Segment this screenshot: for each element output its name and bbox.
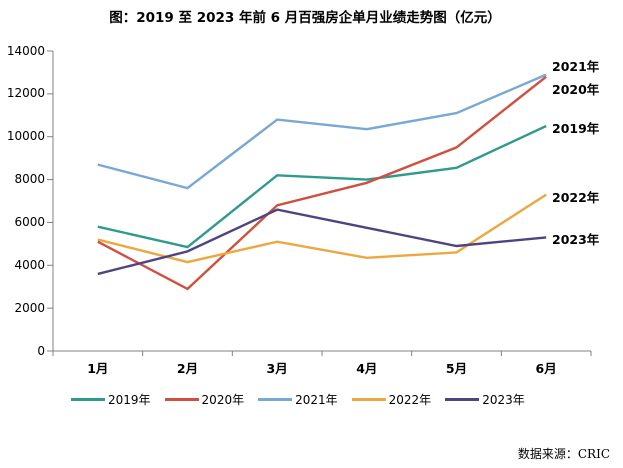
legend-item: 2023年: [445, 391, 525, 408]
legend-swatch-icon: [445, 398, 480, 401]
legend-label: 2022年: [388, 393, 432, 407]
legend-item: 2020年: [164, 391, 245, 408]
chart-title: 图：2019 至 2023 年前 6 月百强房企单月业绩走势图（亿元）: [109, 10, 501, 26]
x-tick-label: 5月: [445, 361, 468, 376]
series-end-label: 2021年: [552, 59, 600, 75]
y-tick-label: 6000: [14, 214, 45, 229]
data-source: 数据来源：CRIC: [517, 447, 610, 461]
series-end-label: 2019年: [552, 121, 600, 136]
series-end-label: 2022年: [552, 189, 600, 205]
legend-label: 2019年: [108, 393, 151, 407]
y-tick-label: 8000: [14, 172, 45, 187]
y-tick-label: 10000: [6, 129, 45, 144]
series-end-label: 2020年: [552, 82, 600, 98]
y-tick-label: 12000: [6, 86, 45, 101]
legend-label: 2020年: [201, 393, 245, 407]
y-tick-label: 0: [37, 343, 45, 358]
legend-item: 2019年: [71, 391, 151, 408]
x-tick-label: 6月: [535, 361, 557, 376]
legend-label: 2023年: [482, 393, 525, 407]
legend-swatch-icon: [71, 398, 105, 401]
x-tick-label: 1月: [87, 361, 109, 376]
legend: 2019年 2020年 2021年 2022年 2023年: [71, 391, 525, 408]
legend-swatch-icon: [258, 398, 293, 401]
series-end-label: 2023年: [552, 232, 600, 248]
legend-swatch-icon: [164, 398, 199, 401]
legend-swatch-icon: [351, 398, 386, 401]
x-tick-label: 3月: [266, 361, 288, 376]
y-tick-label: 14000: [6, 43, 45, 58]
y-tick-label: 2000: [14, 300, 45, 315]
legend-label: 2021年: [295, 393, 338, 407]
x-tick-label: 4月: [356, 361, 378, 376]
x-tick-label: 2月: [176, 361, 199, 376]
legend-item: 2022年: [351, 391, 432, 408]
legend-item: 2021年: [258, 391, 338, 408]
y-tick-label: 4000: [14, 257, 45, 272]
